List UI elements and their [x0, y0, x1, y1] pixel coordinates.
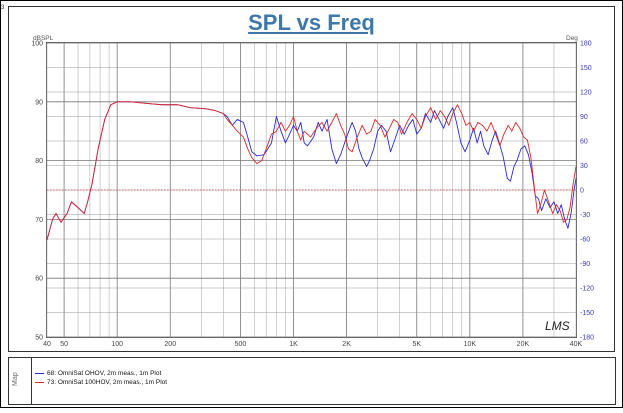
- x-tick-label: 100: [111, 341, 123, 348]
- legend-panel: Map 68: OmniSat OHOV, 2m meas., 1m Plot …: [8, 357, 616, 405]
- legend-swatch-red: [35, 381, 44, 383]
- x-tick-label: 1K: [289, 341, 298, 348]
- legend-entry-red[interactable]: 73: OmniSat 100HOV, 2m meas., 1m Plot: [35, 379, 167, 386]
- x-tick-label: 50: [60, 341, 68, 348]
- y-right-tick-label: 120: [580, 90, 592, 97]
- y-right-tick-label: -60: [580, 237, 590, 244]
- legend-swatch-blue: [35, 372, 44, 374]
- y-left-tick-label: 70: [35, 217, 43, 224]
- y-left-axis-label: dBSPL: [33, 35, 54, 42]
- y-right-tick-label: -150: [580, 310, 594, 317]
- legend-side-label: Map: [12, 372, 19, 386]
- y-right-tick-label: 90: [580, 114, 588, 121]
- legend-entry-blue[interactable]: 68: OmniSat OHOV, 2m meas., 1m Plot: [35, 370, 161, 377]
- y-right-axis-label: Deg: [566, 35, 578, 42]
- y-right-tick-label: 180: [580, 41, 592, 48]
- x-tick-label: 40K: [570, 341, 583, 348]
- y-left-tick-label: 50: [35, 335, 43, 342]
- y-right-tick-label: -90: [580, 261, 590, 268]
- lms-watermark: LMS: [545, 319, 570, 333]
- x-tick-label: 5K: [412, 341, 421, 348]
- corner-label: 3: [1, 5, 5, 11]
- x-tick-label: 20K: [517, 341, 530, 348]
- legend-entry-label: 68: OmniSat OHOV, 2m meas., 1m Plot: [47, 370, 162, 377]
- y-right-tick-label: -180: [580, 335, 594, 342]
- series-layer: [46, 101, 577, 241]
- series-line-1: [46, 101, 577, 241]
- legend-entry-label: 73: OmniSat 100HOV, 2m meas., 1m Plot: [47, 379, 168, 386]
- axis-labels: 100 90 80 70 60 50 180 150 120 90 60 30 0 -30 -60 -90 -1…: [31, 41, 594, 349]
- y-right-tick-label: 60: [580, 139, 588, 146]
- y-left-tick-label: 80: [35, 158, 43, 165]
- x-tick-label: 10K: [464, 341, 477, 348]
- y-left-tick-label: 90: [35, 99, 43, 106]
- y-right-tick-label: -30: [580, 212, 590, 219]
- x-tick-label: 40: [43, 341, 51, 348]
- chart-title: SPL vs Freq: [248, 10, 375, 35]
- x-tick-label: 500: [235, 341, 247, 348]
- legend-side-tab[interactable]: Map: [9, 358, 32, 404]
- y-right-tick-label: 150: [580, 65, 592, 72]
- x-tick-label: 2K: [342, 341, 351, 348]
- x-tick-label: 200: [164, 341, 176, 348]
- y-right-tick-label: 30: [580, 163, 588, 170]
- y-right-tick-label: 0: [580, 188, 584, 195]
- y-left-tick-label: 100: [31, 41, 43, 48]
- y-left-tick-label: 60: [35, 276, 43, 283]
- y-right-tick-label: -120: [580, 286, 594, 293]
